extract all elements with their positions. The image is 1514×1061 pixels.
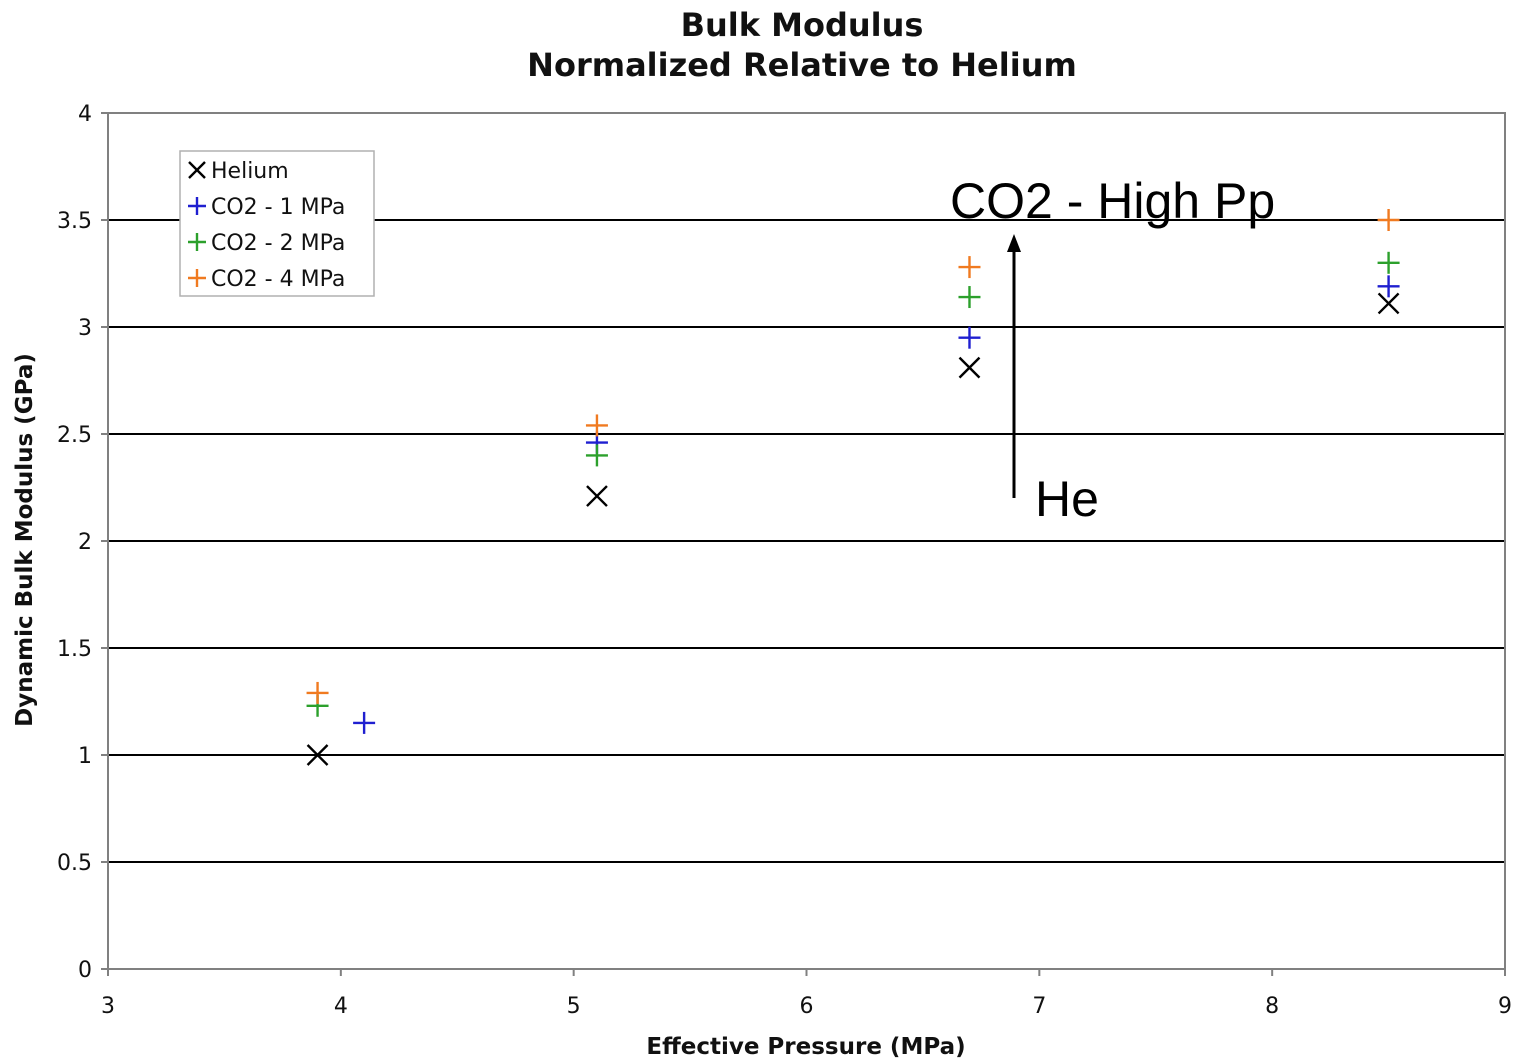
- y-axis-title: Dynamic Bulk Modulus (GPa): [12, 353, 38, 727]
- data-point: [1377, 275, 1400, 298]
- y-tick-label: 3.5: [57, 209, 92, 234]
- y-tick-label: 4: [78, 102, 92, 127]
- x-tick-label: 4: [334, 994, 348, 1019]
- x-tick-label: 8: [1265, 994, 1279, 1019]
- x-tick-label: 7: [1032, 994, 1046, 1019]
- y-tick-label: 2.5: [57, 423, 92, 448]
- data-point: [585, 414, 608, 437]
- x-axis-title: Effective Pressure (MPa): [646, 1034, 965, 1060]
- data-point: [1377, 251, 1400, 274]
- legend-box: [179, 150, 375, 297]
- legend-label: CO2 - 4 MPa: [211, 267, 345, 292]
- y-tick-label: 2: [78, 530, 92, 555]
- legend-label: CO2 - 2 MPa: [211, 231, 345, 256]
- x-tick-label: 3: [101, 994, 115, 1019]
- x-tick-label: 9: [1498, 994, 1512, 1019]
- legend-marker: [188, 233, 206, 251]
- data-point: [586, 485, 608, 507]
- data-point: [1377, 209, 1400, 231]
- legend-marker: [188, 161, 206, 179]
- data-point: [958, 256, 981, 279]
- data-point: [958, 286, 981, 309]
- y-tick-label: 0.5: [57, 851, 92, 876]
- grid-lines: [108, 219, 1505, 863]
- axis-ticks: 0 0.5 1 1.5 2 2.5 3 3.5 4 3 4 5 6 7 8 9: [57, 102, 1512, 1019]
- legend-marker: [188, 197, 206, 215]
- legend-label: Helium: [211, 159, 289, 184]
- annotation-he: He: [1035, 471, 1099, 527]
- annotation-arrow: [1007, 234, 1021, 498]
- x-tick-label: 5: [567, 994, 581, 1019]
- chart-subtitle: Normalized Relative to Helium: [527, 46, 1077, 84]
- legend: Helium CO2 - 1 MPa CO2 - 2 MPa CO2 - 4 MPa: [179, 150, 375, 297]
- data-point: [306, 744, 329, 766]
- data-point: [958, 326, 981, 349]
- data-point: [306, 681, 329, 704]
- annotation-co2-high-pp: CO2 - High Pp: [950, 173, 1275, 229]
- y-tick-label: 1.5: [57, 637, 92, 662]
- data-points: [306, 209, 1400, 766]
- legend-label: CO2 - 1 MPa: [211, 195, 345, 220]
- data-point: [1377, 292, 1400, 315]
- data-point: [958, 356, 981, 379]
- data-point: [585, 444, 608, 467]
- y-tick-label: 3: [78, 316, 92, 341]
- chart-title: Bulk Modulus: [681, 6, 924, 44]
- data-point: [353, 711, 376, 734]
- y-tick-label: 0: [78, 958, 92, 983]
- y-tick-label: 1: [78, 744, 92, 769]
- legend-marker: [188, 269, 206, 287]
- arrow-head: [1007, 234, 1021, 252]
- x-tick-label: 6: [800, 994, 814, 1019]
